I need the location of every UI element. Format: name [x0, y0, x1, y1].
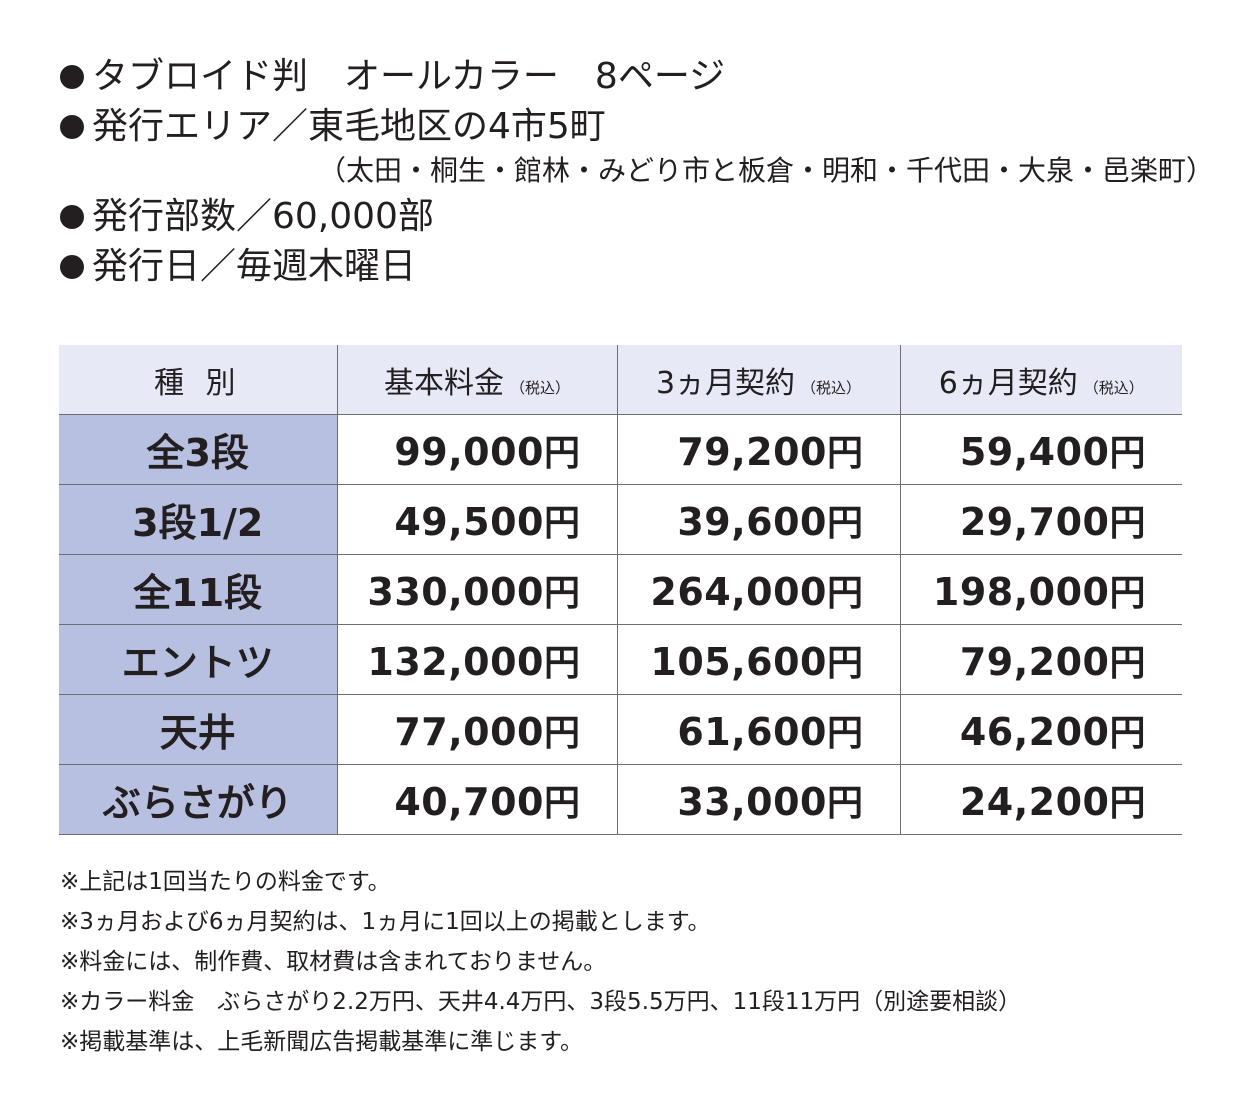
- yen-unit: 円: [1109, 782, 1146, 824]
- note-item: ※カラー料金 ぶらさがり2.2万円、天井4.4万円、3段5.5万円、11段11万…: [60, 989, 1022, 1015]
- yen-unit: 円: [543, 712, 581, 754]
- base-price-value: 77,000: [394, 709, 544, 754]
- base-price-cell: 99,000円: [336, 414, 617, 485]
- 6month-price-value: 198,000: [932, 569, 1110, 614]
- base-price-value: 330,000: [367, 569, 544, 614]
- 6month-price-cell: 79,200円: [899, 624, 1182, 695]
- row-type: 3段1/2: [59, 484, 337, 555]
- yen-unit: 円: [543, 432, 581, 474]
- header-type: 種 別: [59, 345, 337, 415]
- row-type: 全11段: [59, 554, 337, 625]
- info-circulation: 発行部数／60,000部: [60, 192, 1210, 242]
- info-area-text: 発行エリア／東毛地区の4市5町: [92, 106, 606, 147]
- table-row: 3段1/2 49,500円 39,600円 29,700円: [59, 484, 1182, 555]
- info-area: 発行エリア／東毛地区の4市5町: [60, 102, 1210, 152]
- 6month-price-cell: 29,700円: [899, 484, 1182, 555]
- info-circulation-text: 発行部数／60,000部: [92, 196, 434, 237]
- bullet-icon: [60, 205, 84, 229]
- 3month-price-cell: 33,000円: [616, 764, 900, 835]
- tax-note: （税込）: [1083, 378, 1144, 397]
- 6month-price-cell: 46,200円: [899, 694, 1182, 765]
- table-row: ぶらさがり 40,700円 33,000円 24,200円: [59, 764, 1182, 835]
- table-row: 全11段 330,000円 264,000円 198,000円: [59, 554, 1182, 625]
- yen-unit: 円: [826, 712, 864, 754]
- row-type: 天井: [59, 694, 337, 765]
- row-type: エントツ: [59, 624, 337, 695]
- yen-unit: 円: [826, 782, 864, 824]
- 6month-price-value: 29,700: [959, 499, 1110, 544]
- publication-info: タブロイド判 オールカラー 8ページ 発行エリア／東毛地区の4市5町 （太田・桐…: [60, 52, 1215, 292]
- base-price-value: 49,500: [394, 499, 544, 544]
- bullet-icon: [60, 255, 84, 279]
- yen-unit: 円: [543, 572, 581, 614]
- 6month-price-value: 59,400: [959, 429, 1110, 474]
- 6month-price-cell: 24,200円: [899, 764, 1182, 835]
- tax-note: （税込）: [509, 378, 570, 397]
- yen-unit: 円: [826, 432, 864, 474]
- row-type: 全3段: [59, 414, 337, 485]
- base-price-value: 132,000: [367, 639, 544, 684]
- 3month-price-cell: 105,600円: [616, 624, 900, 695]
- bullet-icon: [60, 65, 84, 89]
- info-format: タブロイド判 オールカラー 8ページ: [60, 52, 1210, 102]
- yen-unit: 円: [543, 502, 581, 544]
- 3month-price-value: 264,000: [650, 569, 827, 614]
- 3month-price-value: 105,600: [650, 639, 827, 684]
- yen-unit: 円: [826, 502, 864, 544]
- header-6month: 6ヵ月契約 （税込）: [899, 345, 1182, 415]
- 3month-price-value: 61,600: [677, 709, 827, 754]
- yen-unit: 円: [1109, 432, 1146, 474]
- header-6month-label: 6ヵ月契約: [938, 365, 1078, 401]
- info-issue-day-text: 発行日／毎週木曜日: [92, 246, 417, 287]
- 3month-price-cell: 61,600円: [616, 694, 900, 765]
- 3month-price-value: 33,000: [677, 779, 827, 824]
- base-price-cell: 77,000円: [336, 694, 617, 765]
- base-price-cell: 49,500円: [336, 484, 617, 555]
- base-price-cell: 330,000円: [336, 554, 617, 625]
- info-format-text: タブロイド判 オールカラー 8ページ: [92, 56, 726, 97]
- info-issue-day: 発行日／毎週木曜日: [60, 242, 1210, 292]
- 6month-price-value: 79,200: [959, 639, 1110, 684]
- 6month-price-cell: 198,000円: [899, 554, 1182, 625]
- table-header-row: 種 別 基本料金 （税込） 3ヵ月契約 （税込） 6ヵ月契約 （税込）: [59, 345, 1182, 415]
- yen-unit: 円: [543, 782, 581, 824]
- yen-unit: 円: [826, 572, 864, 614]
- base-price-cell: 132,000円: [336, 624, 617, 695]
- 3month-price-cell: 39,600円: [616, 484, 900, 555]
- header-3month-label: 3ヵ月契約: [655, 365, 796, 401]
- yen-unit: 円: [1109, 572, 1146, 614]
- header-base-label: 基本料金: [383, 365, 504, 401]
- header-3month: 3ヵ月契約 （税込）: [616, 345, 900, 415]
- yen-unit: 円: [1109, 502, 1146, 544]
- bullet-icon: [60, 115, 84, 139]
- note-item: ※料金には、制作費、取材費は含まれておりません。: [60, 949, 607, 975]
- table-row: 天井 77,000円 61,600円 46,200円: [59, 694, 1182, 765]
- yen-unit: 円: [1109, 642, 1146, 684]
- note-item: ※上記は1回当たりの料金です。: [60, 869, 391, 895]
- yen-unit: 円: [1109, 712, 1146, 754]
- base-price-value: 40,700: [394, 779, 544, 824]
- price-table: 種 別 基本料金 （税込） 3ヵ月契約 （税込） 6ヵ月契約 （税込） 全3段 99,…: [59, 345, 1182, 835]
- 3month-price-value: 39,600: [677, 499, 827, 544]
- base-price-cell: 40,700円: [336, 764, 617, 835]
- info-area-detail: （太田・桐生・館林・みどり市と板倉・明和・千代田・大泉・邑楽町）: [318, 154, 1215, 187]
- base-price-value: 99,000: [394, 429, 544, 474]
- note-item: ※掲載基準は、上毛新聞広告掲載基準に準じます。: [60, 1029, 583, 1055]
- 6month-price-value: 24,200: [959, 779, 1110, 824]
- yen-unit: 円: [826, 642, 864, 684]
- 6month-price-cell: 59,400円: [899, 414, 1182, 485]
- notes: ※上記は1回当たりの料金です。 ※3ヵ月および6ヵ月契約は、1ヵ月に1回以上の掲…: [60, 862, 1210, 1062]
- header-base-price: 基本料金 （税込）: [336, 345, 617, 415]
- table-row: 全3段 99,000円 79,200円 59,400円: [59, 414, 1182, 485]
- tax-note: （税込）: [801, 378, 862, 397]
- note-item: ※3ヵ月および6ヵ月契約は、1ヵ月に1回以上の掲載とします。: [60, 909, 711, 935]
- 3month-price-value: 79,200: [677, 429, 827, 474]
- 3month-price-cell: 79,200円: [616, 414, 900, 485]
- 3month-price-cell: 264,000円: [616, 554, 900, 625]
- 6month-price-value: 46,200: [959, 709, 1110, 754]
- yen-unit: 円: [543, 642, 581, 684]
- row-type: ぶらさがり: [59, 764, 337, 835]
- table-row: エントツ 132,000円 105,600円 79,200円: [59, 624, 1182, 695]
